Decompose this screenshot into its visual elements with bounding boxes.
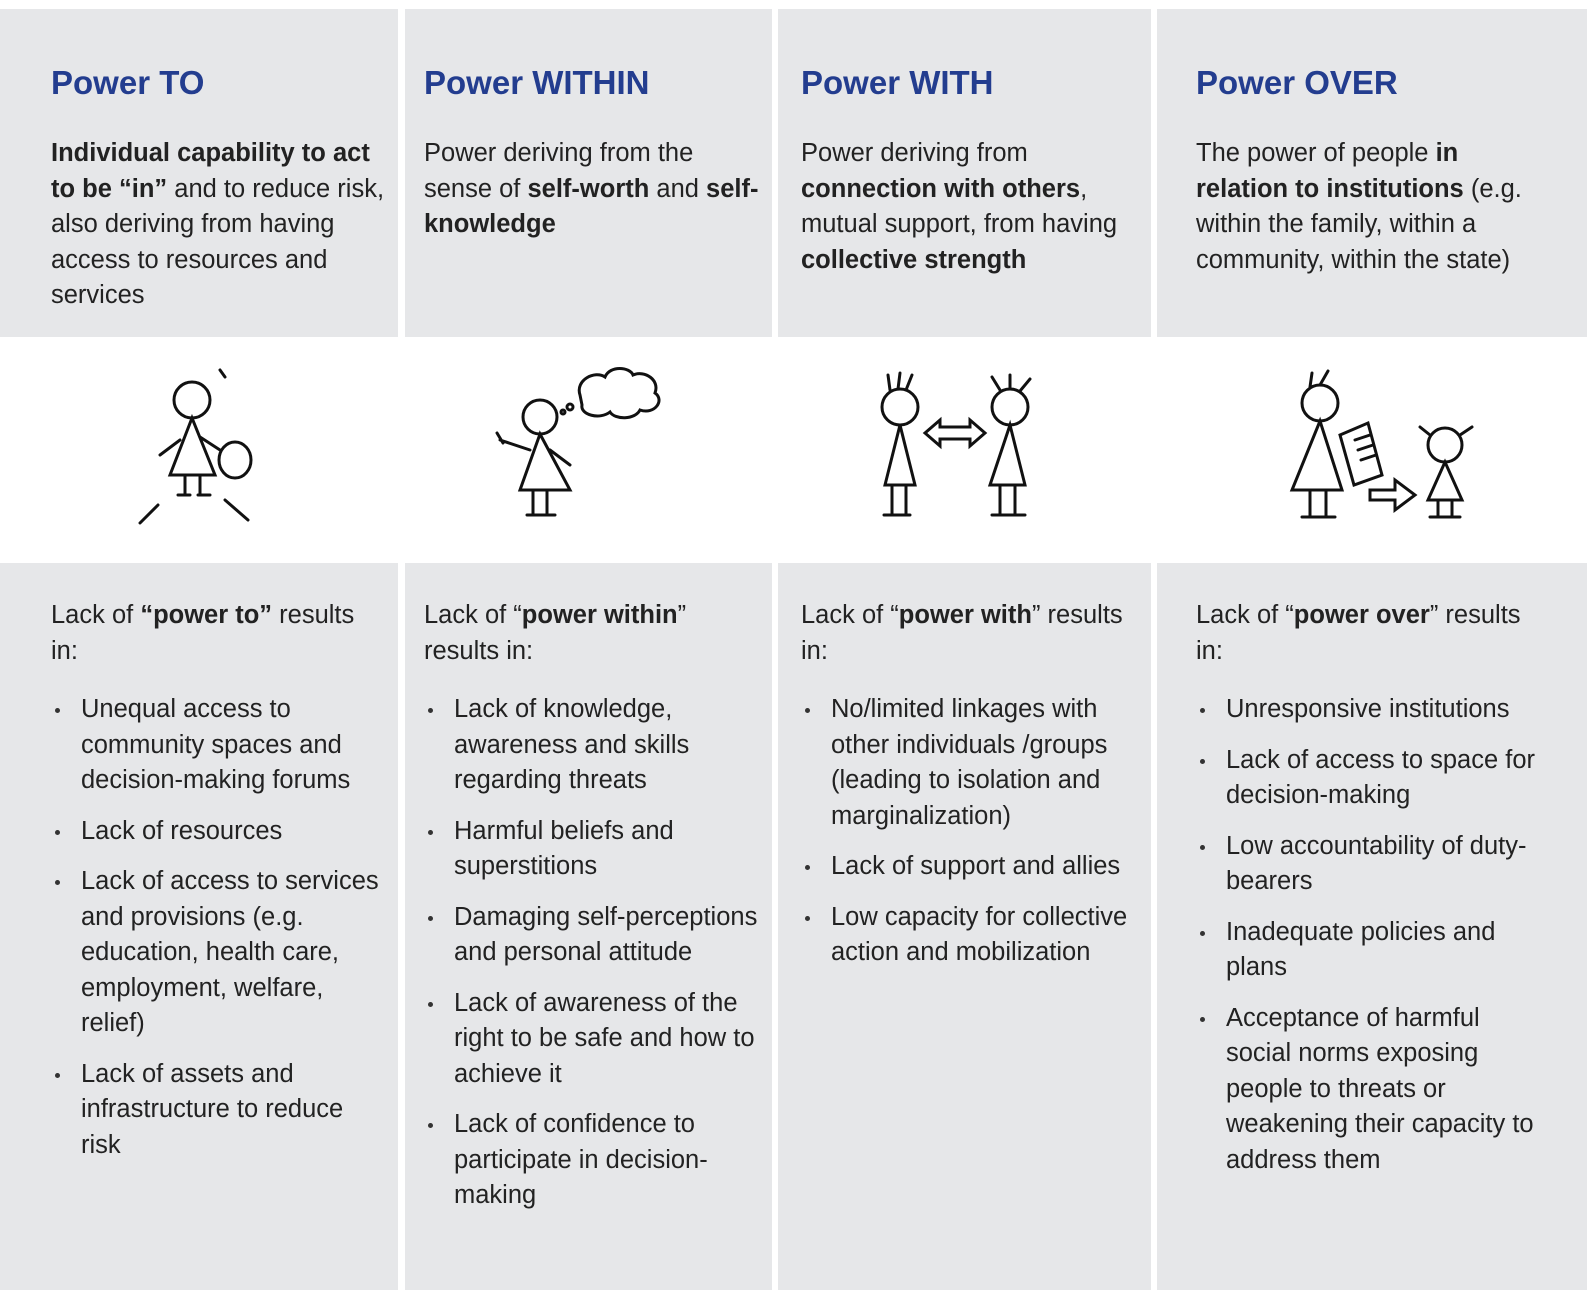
- text: , mutual support, from having: [801, 174, 1118, 239]
- description: The power of people in relation to insti…: [1196, 136, 1536, 278]
- column-title: Power TO: [51, 64, 205, 101]
- text: Lack of “: [424, 601, 522, 629]
- result-item: Unresponsive institutions: [1196, 692, 1536, 728]
- description: Power deriving from the sense of self-wo…: [424, 136, 764, 243]
- results-list: Unequal access to community spaces and d…: [51, 692, 387, 1178]
- column-title: Power WITH: [801, 64, 994, 101]
- bold-text: self-knowledge: [424, 174, 759, 239]
- bold-text: “power to”: [140, 601, 273, 629]
- result-item: Lack of resources: [51, 814, 387, 850]
- text: ” results in:: [424, 601, 687, 665]
- description: Power deriving from connection with othe…: [801, 136, 1146, 278]
- panel: [1157, 563, 1587, 1290]
- result-item: Low capacity for collective action and m…: [801, 900, 1146, 971]
- result-item: Harmful beliefs and superstitions: [424, 814, 764, 885]
- text: and to reduce risk, also deriving from h…: [51, 174, 385, 310]
- bold-text: self-worth: [527, 174, 650, 203]
- panel: [778, 563, 1151, 1290]
- result-item: Lack of access to space for decision-mak…: [1196, 743, 1536, 814]
- bold-text: power with: [898, 601, 1032, 629]
- lack-intro: Lack of “power to” results in:: [51, 598, 387, 669]
- panel: [405, 9, 772, 337]
- lack-intro: Lack of “power over” results in:: [1196, 598, 1536, 669]
- text: Lack of “: [1196, 601, 1294, 629]
- result-item: Unequal access to community spaces and d…: [51, 692, 387, 799]
- column-title: Power OVER: [1196, 64, 1398, 101]
- panel: [405, 563, 772, 1290]
- illustration: [138, 368, 253, 525]
- illustration: [1289, 369, 1474, 519]
- illustration: [880, 371, 1032, 517]
- description: Individual capability to act to be “in” …: [51, 136, 387, 314]
- text: Power deriving from: [801, 139, 1028, 167]
- result-item: Acceptance of harmful social norms expos…: [1196, 1001, 1536, 1179]
- result-item: Lack of access to services and provision…: [51, 864, 387, 1042]
- lack-intro: Lack of “power within” results in:: [424, 598, 764, 669]
- text: ” results in:: [801, 601, 1123, 665]
- column-title: Power WITHIN: [424, 64, 650, 101]
- illustration: [495, 367, 661, 517]
- results-list: Unresponsive institutions Lack of access …: [1196, 692, 1536, 1193]
- result-item: Lack of confidence to participate in dec…: [424, 1107, 764, 1214]
- lack-intro: Lack of “power with” results in:: [801, 598, 1146, 669]
- result-item: Lack of support and allies: [801, 849, 1146, 885]
- text: and: [649, 174, 707, 203]
- text: (e.g. within the family, within a commun…: [1196, 174, 1522, 274]
- text: results in:: [51, 601, 355, 665]
- bold-text: power over: [1293, 601, 1430, 629]
- panel: [1157, 9, 1587, 337]
- text: Lack of “: [801, 601, 899, 629]
- result-item: No/limited linkages with other individua…: [801, 692, 1146, 834]
- result-item: Damaging self-perceptions and personal a…: [424, 900, 764, 971]
- result-item: Lack of knowledge, awareness and skills …: [424, 692, 764, 799]
- result-item: Lack of awareness of the right to be saf…: [424, 986, 764, 1093]
- bold-text: connection with others: [801, 174, 1081, 203]
- text: Power deriving from the sense of: [424, 139, 694, 203]
- result-item: Lack of assets and infrastructure to red…: [51, 1057, 387, 1164]
- result-item: Inadequate policies and plans: [1196, 915, 1536, 986]
- panel: [0, 9, 398, 337]
- panel: [778, 9, 1151, 337]
- bold-text: Individual capability to act to be “in”: [51, 139, 370, 203]
- bold-text: power within: [521, 601, 678, 629]
- text: The power of people: [1196, 139, 1436, 167]
- panel: [0, 563, 398, 1290]
- text: ” results in:: [1196, 601, 1521, 665]
- bold-text: collective strength: [801, 245, 1027, 274]
- results-list: Lack of knowledge, awareness and skills …: [424, 692, 764, 1229]
- result-item: Low accountability of duty-bearers: [1196, 829, 1536, 900]
- text: Lack of: [51, 601, 141, 629]
- bold-text: in relation to institutions: [1196, 139, 1464, 203]
- results-list: No/limited linkages with other individua…: [801, 692, 1146, 986]
